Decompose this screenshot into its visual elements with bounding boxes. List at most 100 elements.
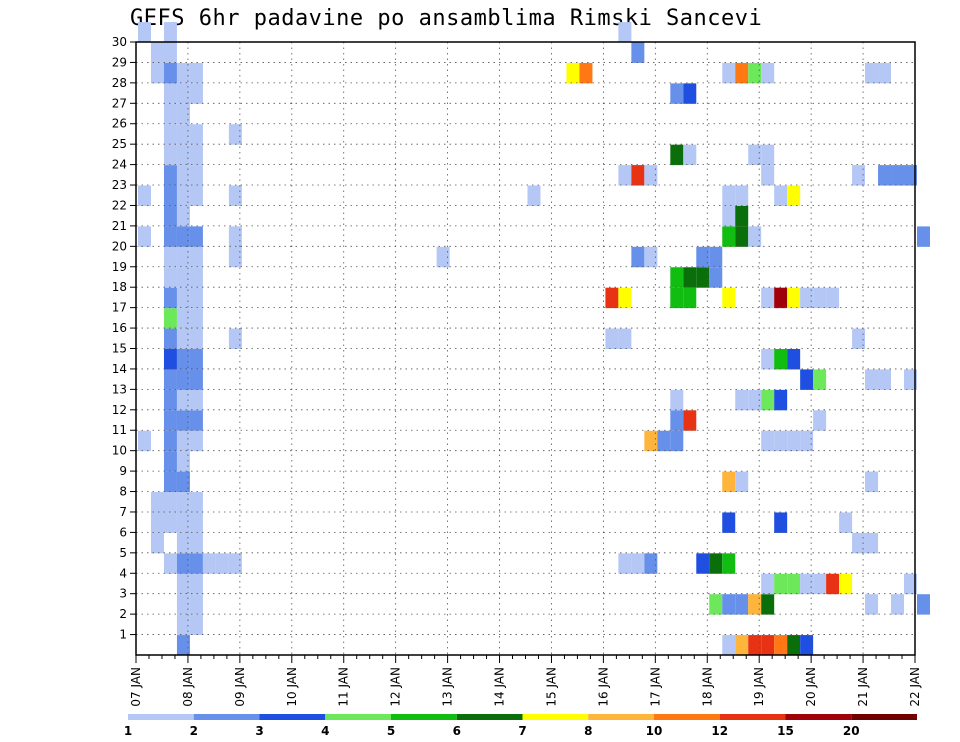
heatmap-cell: [138, 430, 151, 452]
heatmap-cell: [618, 165, 632, 186]
heatmap-cell: [618, 287, 632, 309]
heatmap-cell: [150, 42, 164, 63]
heatmap-cell: [761, 430, 775, 452]
heatmap-cell: [722, 512, 736, 533]
y-tick-label: 28: [112, 76, 127, 90]
y-tick-label: 16: [112, 321, 127, 335]
x-tick-label: 11 JAN: [337, 667, 351, 707]
legend-label: 6: [453, 724, 461, 738]
heatmap-cell: [761, 635, 775, 656]
heatmap-cell: [748, 635, 762, 656]
heatmap-cell: [709, 246, 723, 268]
y-tick-label: 23: [112, 178, 127, 192]
heatmap-cell: [163, 328, 177, 349]
y-tick-label: 21: [112, 219, 127, 233]
heatmap-cell: [189, 308, 203, 329]
heatmap-cell: [683, 144, 697, 166]
x-tick-label: 17 JAN: [648, 667, 662, 707]
y-tick-label: 29: [112, 55, 127, 69]
heatmap-cell: [813, 573, 827, 595]
heatmap-cell: [683, 267, 697, 288]
heatmap-cell: [865, 532, 879, 554]
heatmap-cell: [787, 287, 801, 309]
x-tick-label: 13 JAN: [441, 667, 455, 707]
heatmap-cell: [176, 103, 190, 125]
heatmap-cell: [670, 430, 684, 452]
heatmap-cell: [138, 22, 151, 43]
heatmap-cell: [761, 144, 775, 166]
heatmap-cell: [631, 246, 645, 268]
heatmap-cell: [176, 369, 190, 390]
heatmap-cell: [735, 471, 749, 493]
heatmap-cell: [683, 410, 697, 431]
heatmap-cell: [579, 62, 593, 84]
heatmap-cell: [163, 83, 177, 104]
heatmap-cell: [761, 62, 775, 84]
heatmap-cell: [657, 430, 671, 452]
heatmap-cell: [800, 287, 814, 309]
legend-label: 4: [321, 724, 329, 738]
heatmap-cell: [683, 83, 697, 104]
heatmap-cell: [735, 205, 749, 227]
heatmap-cell: [163, 451, 177, 472]
y-tick-label: 3: [119, 587, 127, 601]
heatmap-cell: [865, 369, 879, 390]
heatmap-cell: [138, 226, 151, 247]
heatmap-cell: [163, 124, 177, 145]
heatmap-cell: [228, 328, 242, 349]
y-tick-label: 4: [119, 566, 127, 580]
x-tick-label: 22 JAN: [908, 667, 922, 707]
heatmap-cell: [176, 553, 190, 574]
y-tick-label: 25: [112, 137, 127, 151]
heatmap-cell: [163, 349, 177, 370]
x-tick-label: 09 JAN: [233, 667, 247, 707]
heatmap-cell: [683, 287, 697, 309]
heatmap-cell: [891, 165, 905, 186]
heatmap-cell: [709, 267, 723, 288]
heatmap-cell: [774, 389, 788, 411]
heatmap-cell: [163, 492, 177, 513]
heatmap-cell: [163, 369, 177, 390]
heatmap-cell: [644, 553, 658, 574]
heatmap-cell: [176, 349, 190, 370]
heatmap-cell: [189, 144, 203, 166]
heatmap-cell: [189, 430, 203, 452]
heatmap-cell: [774, 185, 788, 206]
cells-layer: [138, 22, 930, 656]
legend-swatch: [128, 714, 194, 720]
y-tick-label: 15: [112, 342, 127, 356]
heatmap-cell: [189, 185, 203, 206]
heatmap-cell: [176, 594, 190, 615]
heatmap-cell: [748, 62, 762, 84]
heatmap-cell: [176, 532, 190, 554]
heatmap-cell: [189, 532, 203, 554]
legend-swatch: [522, 714, 589, 720]
y-tick-label: 14: [112, 362, 127, 376]
legend-label: 15: [777, 724, 794, 738]
y-tick-label: 18: [112, 280, 127, 294]
heatmap-cell: [163, 62, 177, 84]
heatmap-cell: [189, 328, 203, 349]
heatmap-cell: [878, 165, 892, 186]
heatmap-cell: [189, 614, 203, 636]
heatmap-cell: [787, 573, 801, 595]
legend-label: 20: [843, 724, 860, 738]
heatmap-cell: [709, 553, 723, 574]
heatmap-cell: [696, 267, 710, 288]
heatmap-cell: [644, 165, 658, 186]
heatmap-cell: [189, 83, 203, 104]
y-tick-label: 20: [112, 239, 127, 253]
y-tick-label: 22: [112, 198, 127, 212]
y-tick-label: 19: [112, 260, 127, 274]
heatmap-cell: [150, 532, 164, 554]
heatmap-cell: [163, 410, 177, 431]
heatmap-cell: [709, 594, 723, 615]
heatmap-cell: [813, 369, 827, 390]
heatmap-cell: [163, 226, 177, 247]
ticks-layer: 1234567891011121314151617181920212223242…: [112, 35, 922, 707]
heatmap-cell: [735, 226, 749, 247]
heatmap-cell: [644, 430, 658, 452]
heatmap-cell: [774, 635, 788, 656]
heatmap-cell: [787, 185, 801, 206]
